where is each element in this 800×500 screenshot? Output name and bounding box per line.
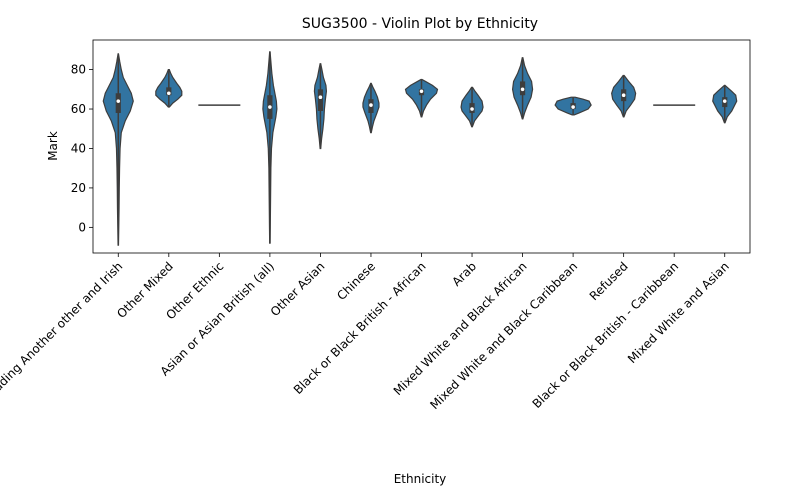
violin-13	[712, 84, 738, 124]
violin-median	[621, 93, 626, 98]
x-axis: White including Another other and Irish O…	[0, 253, 732, 436]
y-tick-label: 60	[71, 102, 86, 116]
x-tick-label: Other Asian	[268, 259, 328, 319]
violin-median	[571, 105, 575, 109]
y-tick-label: 40	[71, 141, 86, 155]
x-tick-label: Mixed White and Asian	[625, 259, 732, 366]
violin-7	[404, 78, 439, 118]
violin-8	[460, 86, 484, 128]
plot-area	[102, 51, 738, 246]
violin-10	[554, 96, 592, 116]
violin-4	[262, 51, 278, 244]
violin-median	[116, 99, 121, 103]
x-axis-label: Ethnicity	[394, 472, 447, 486]
y-axis: 0 20 40 60 80	[71, 63, 93, 234]
violin-median	[520, 87, 525, 92]
x-tick-label: Chinese	[334, 259, 378, 303]
violin-median	[470, 107, 474, 111]
x-tick-label: Refused	[587, 259, 631, 303]
y-tick-label: 20	[71, 181, 86, 195]
y-axis-label: Mark	[46, 131, 60, 161]
violin-median	[419, 89, 424, 94]
violin-9	[511, 57, 534, 120]
violin-1	[102, 53, 134, 246]
violin-5	[313, 63, 328, 150]
violin-median	[318, 95, 323, 99]
violin-median	[369, 103, 373, 107]
violin-iqr-box	[166, 87, 172, 96]
violin-11	[611, 74, 637, 118]
violin-median	[167, 91, 171, 96]
plot-frame	[92, 39, 751, 254]
violin-median	[722, 99, 727, 103]
violin-6	[362, 82, 380, 134]
x-tick-label: Arab	[449, 259, 479, 289]
violin-2	[155, 68, 183, 108]
y-tick-label: 0	[78, 220, 86, 234]
chart-title: SUG3500 - Violin Plot by Ethnicity	[302, 16, 538, 32]
x-tick-label: White including Another other and Irish	[0, 259, 125, 436]
violin-median	[268, 105, 272, 109]
violin-iqr-box	[317, 89, 324, 111]
violin-iqr-box	[115, 93, 121, 113]
y-tick-label: 80	[71, 63, 86, 77]
